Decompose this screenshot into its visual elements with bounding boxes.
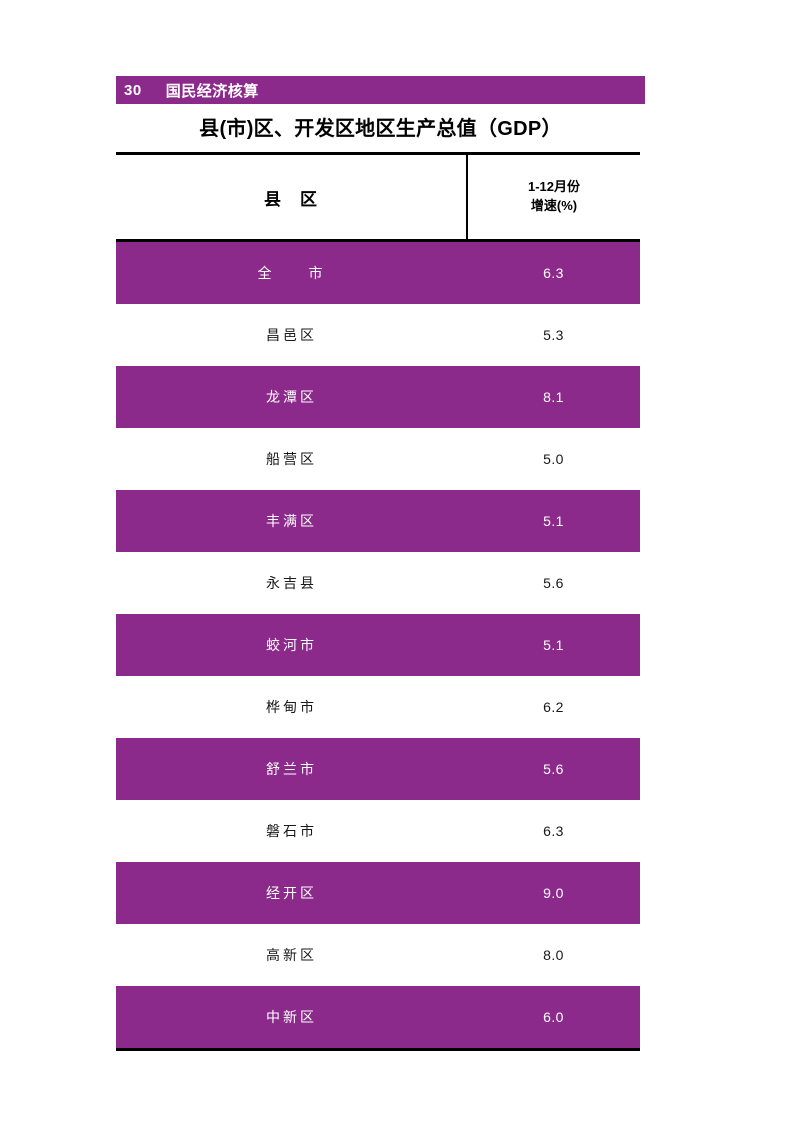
cell-county-name: 磐石市 — [116, 800, 467, 862]
cell-county-name: 高新区 — [116, 924, 467, 986]
page-number: 30 — [124, 81, 142, 99]
table-title: 县(市)区、开发区地区生产总值（GDP） — [199, 118, 562, 140]
gdp-table: 县 区 1-12月份 增速(%) 全 市 6.3 昌邑区 5.3 龙潭区 8.1 船营区 5.… — [116, 152, 640, 1051]
table-row: 全 市 6.3 — [116, 240, 640, 304]
cell-county-name: 丰满区 — [116, 490, 467, 552]
column-header-growth-line2: 增速(%) — [530, 198, 578, 213]
table-body: 全 市 6.3 昌邑区 5.3 龙潭区 8.1 船营区 5.0 丰满区 5.1 永吉县 5.6 蛟河市 5… — [116, 240, 640, 1051]
table-row: 龙潭区 8.1 — [116, 366, 640, 428]
table-row: 桦甸市 6.2 — [116, 676, 640, 738]
cell-growth-value: 5.1 — [467, 490, 640, 552]
cell-growth-value: 6.0 — [467, 986, 640, 1051]
section-title: 国民经济核算 — [165, 82, 259, 100]
table-row: 经开区 9.0 — [116, 862, 640, 924]
cell-county-name: 船营区 — [116, 428, 467, 490]
cell-growth-value: 5.6 — [467, 738, 640, 800]
cell-county-name: 永吉县 — [116, 552, 467, 614]
table-header-row: 县 区 1-12月份 增速(%) — [116, 152, 640, 242]
cell-growth-value: 6.3 — [467, 800, 640, 862]
cell-county-name: 蛟河市 — [116, 614, 467, 676]
column-header-growth: 1-12月份 增速(%) — [467, 152, 640, 242]
cell-growth-value: 5.0 — [467, 428, 640, 490]
column-header-growth-line1: 1-12月份 — [527, 179, 581, 195]
cell-growth-value: 6.2 — [467, 676, 640, 738]
table-row: 蛟河市 5.1 — [116, 614, 640, 676]
cell-growth-value: 8.1 — [467, 366, 640, 428]
table-row: 船营区 5.0 — [116, 428, 640, 490]
cell-growth-value: 5.1 — [467, 614, 640, 676]
table-row: 舒兰市 5.6 — [116, 738, 640, 800]
cell-growth-value: 6.3 — [467, 240, 640, 304]
running-header-bar: 30 国民经济核算 — [116, 76, 645, 104]
table-row: 昌邑区 5.3 — [116, 304, 640, 366]
cell-growth-value: 5.6 — [467, 552, 640, 614]
table-row: 磐石市 6.3 — [116, 800, 640, 862]
cell-growth-value: 9.0 — [467, 862, 640, 924]
table-row: 中新区 6.0 — [116, 986, 640, 1051]
table-row: 高新区 8.0 — [116, 924, 640, 986]
cell-county-name: 经开区 — [116, 862, 467, 924]
cell-growth-value: 5.3 — [467, 304, 640, 366]
cell-growth-value: 8.0 — [467, 924, 640, 986]
column-header-county: 县 区 — [116, 152, 468, 242]
cell-county-name: 全 市 — [116, 240, 467, 304]
table-row: 永吉县 5.6 — [116, 552, 640, 614]
table-head: 县 区 1-12月份 增速(%) — [116, 152, 640, 242]
cell-county-name: 昌邑区 — [116, 304, 467, 366]
cell-county-name: 中新区 — [116, 986, 467, 1051]
cell-county-name: 龙潭区 — [116, 366, 467, 428]
table-row: 丰满区 5.1 — [116, 490, 640, 552]
cell-county-name: 舒兰市 — [116, 738, 467, 800]
cell-county-name: 桦甸市 — [116, 676, 467, 738]
